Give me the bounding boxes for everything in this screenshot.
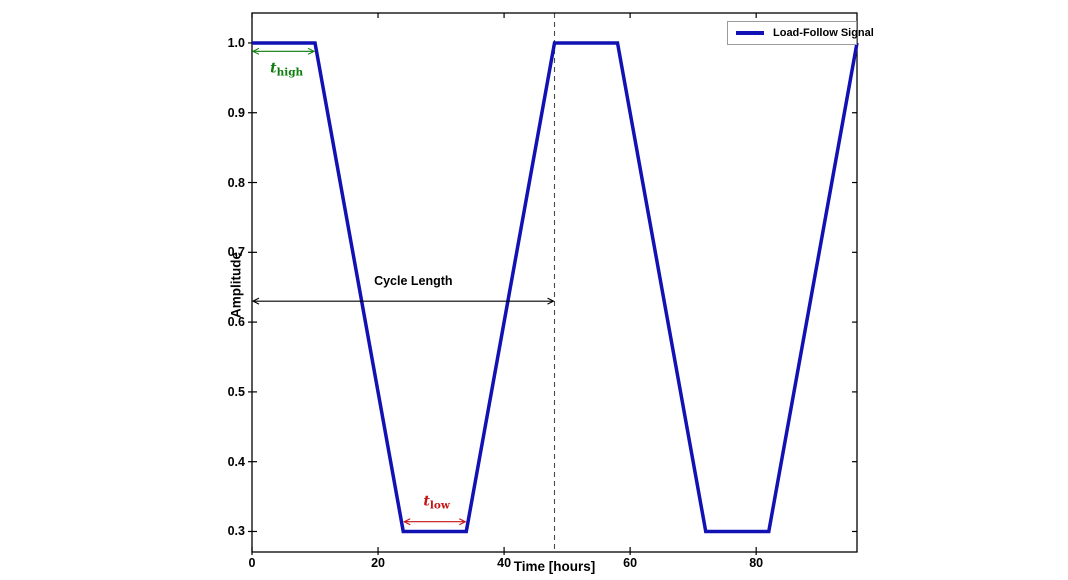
x-tick-label: 80: [749, 556, 764, 570]
y-tick-label: 0.4: [227, 454, 245, 469]
legend-line-swatch: [736, 31, 764, 35]
y-axis-label: Amplitude: [228, 252, 244, 318]
t-high-subscript: high: [276, 66, 304, 78]
annotation-t-high: thigh: [270, 60, 303, 78]
y-tick-label: 0.8: [227, 175, 245, 190]
legend-label: Load-Follow Signal: [773, 27, 874, 39]
x-tick-label: 0: [248, 556, 256, 570]
x-axis-label: Time [hours]: [513, 559, 596, 574]
y-tick-label: 0.5: [227, 384, 245, 399]
y-tick-label: 0.9: [227, 105, 245, 120]
annotation-arrow-t-high: [251, 47, 316, 55]
y-tick-label: 0.6: [227, 315, 245, 330]
annotation-arrow-cycle-length: [251, 297, 555, 305]
legend: Load-Follow Signal: [727, 21, 874, 45]
t-low-symbol: t: [423, 493, 430, 510]
x-tick-label: 20: [371, 556, 385, 570]
plot-frame: [251, 12, 858, 553]
y-tick-label: 0.7: [227, 245, 245, 260]
signal-line: [252, 41, 859, 534]
t-low-subscript: low: [429, 499, 450, 512]
annotation-cycle-length: Cycle Length: [374, 273, 453, 288]
t-high-symbol: t: [270, 60, 277, 76]
annotation-t-low: tlow: [423, 493, 450, 511]
y-tick-label: 1.0: [227, 35, 245, 50]
x-tick-label: 60: [623, 556, 638, 570]
annotation-arrow-t-low: [403, 518, 467, 526]
y-tick-label: 0.3: [227, 524, 245, 539]
x-tick-label: 40: [497, 556, 512, 570]
